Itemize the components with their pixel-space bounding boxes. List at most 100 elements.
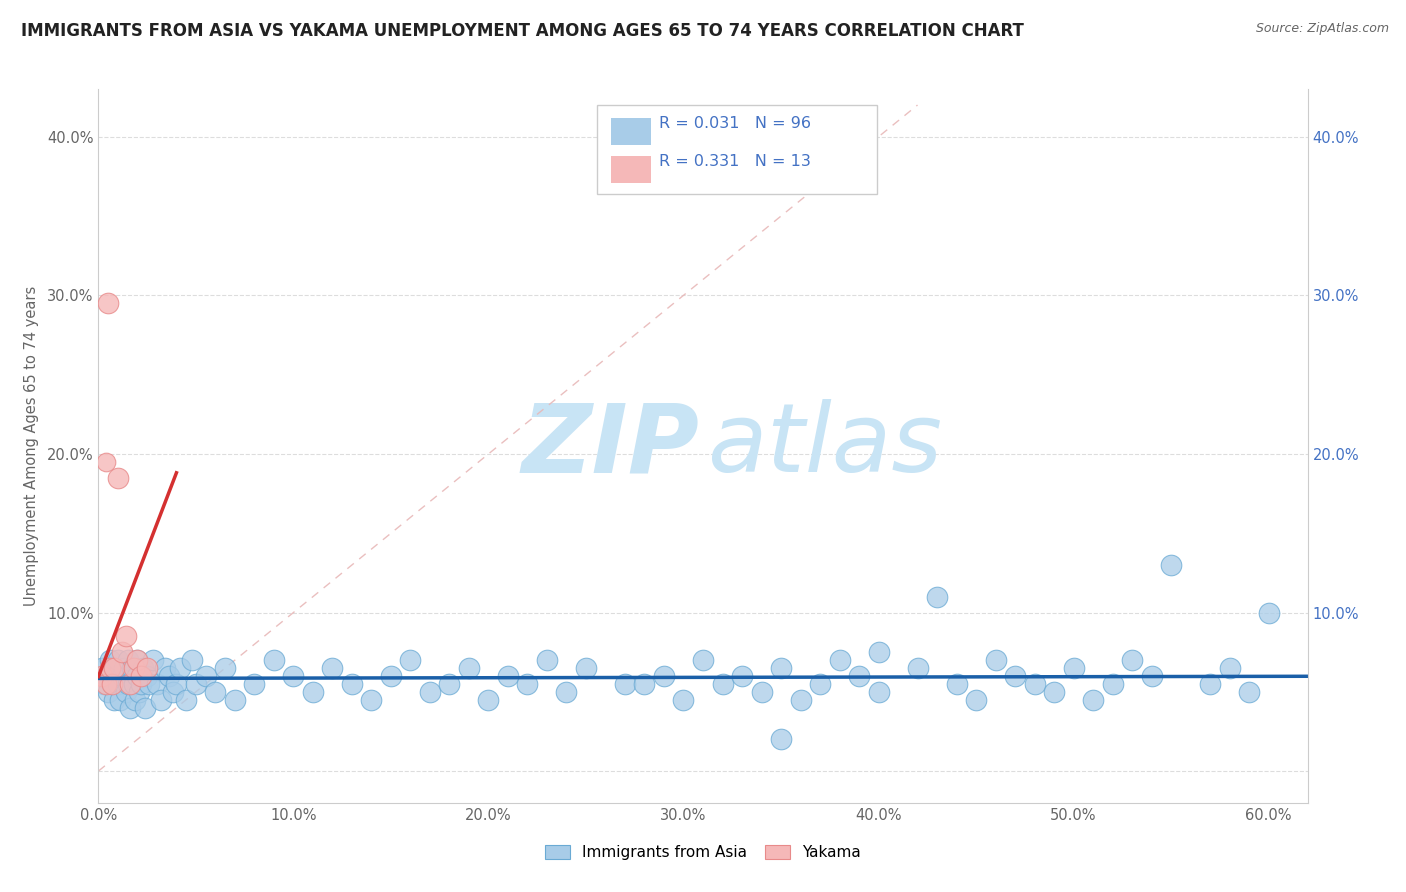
Point bbox=[965, 692, 987, 706]
Point bbox=[131, 669, 153, 683]
Point bbox=[96, 669, 118, 683]
Point bbox=[360, 692, 382, 706]
Point bbox=[1199, 677, 1222, 691]
Point bbox=[731, 669, 754, 683]
Point bbox=[1081, 692, 1104, 706]
Point bbox=[111, 645, 134, 659]
Point bbox=[868, 645, 890, 659]
Point bbox=[122, 677, 145, 691]
Point bbox=[828, 653, 851, 667]
Point bbox=[340, 677, 363, 691]
Point bbox=[127, 653, 149, 667]
Point bbox=[118, 677, 141, 691]
Point bbox=[127, 653, 149, 667]
Point bbox=[194, 669, 217, 683]
Point bbox=[907, 661, 929, 675]
Point bbox=[751, 685, 773, 699]
Point bbox=[103, 692, 125, 706]
Point bbox=[1140, 669, 1163, 683]
Point bbox=[652, 669, 675, 683]
Point bbox=[1219, 661, 1241, 675]
Point bbox=[789, 692, 811, 706]
Point bbox=[134, 700, 156, 714]
Point bbox=[121, 661, 143, 675]
Point bbox=[302, 685, 325, 699]
Point bbox=[458, 661, 481, 675]
Point bbox=[984, 653, 1007, 667]
Point bbox=[118, 700, 141, 714]
Point bbox=[114, 629, 136, 643]
Point bbox=[263, 653, 285, 667]
Point bbox=[711, 677, 734, 691]
Point bbox=[96, 455, 118, 469]
Point bbox=[97, 685, 120, 699]
Point bbox=[127, 669, 149, 683]
Text: R = 0.331   N = 13: R = 0.331 N = 13 bbox=[659, 154, 811, 169]
Point bbox=[136, 669, 159, 683]
Point bbox=[672, 692, 695, 706]
Point bbox=[103, 661, 125, 675]
Point bbox=[925, 590, 948, 604]
Point bbox=[112, 661, 135, 675]
Point bbox=[122, 661, 145, 675]
Point bbox=[1004, 669, 1026, 683]
Point bbox=[107, 677, 129, 691]
Point bbox=[149, 692, 172, 706]
Point bbox=[516, 677, 538, 691]
Point bbox=[91, 661, 114, 675]
Point bbox=[477, 692, 499, 706]
Point bbox=[174, 692, 197, 706]
Point bbox=[93, 677, 115, 691]
Point bbox=[169, 661, 191, 675]
Point bbox=[633, 677, 655, 691]
Text: atlas: atlas bbox=[707, 400, 942, 492]
Point bbox=[419, 685, 441, 699]
Point bbox=[146, 677, 169, 691]
Point bbox=[107, 653, 129, 667]
Point bbox=[536, 653, 558, 667]
Point bbox=[1024, 677, 1046, 691]
Y-axis label: Unemployment Among Ages 65 to 74 years: Unemployment Among Ages 65 to 74 years bbox=[24, 285, 38, 607]
Point bbox=[1101, 677, 1123, 691]
Point bbox=[1063, 661, 1085, 675]
Point bbox=[1257, 606, 1279, 620]
Point bbox=[808, 677, 831, 691]
Text: ZIP: ZIP bbox=[522, 400, 699, 492]
Point bbox=[101, 677, 124, 691]
Point bbox=[153, 661, 176, 675]
Point bbox=[96, 677, 118, 691]
Point bbox=[496, 669, 519, 683]
Point bbox=[128, 685, 150, 699]
Point bbox=[108, 692, 131, 706]
Point bbox=[114, 685, 136, 699]
Point bbox=[98, 661, 121, 675]
Point bbox=[1237, 685, 1260, 699]
Point bbox=[1043, 685, 1066, 699]
Point bbox=[769, 661, 792, 675]
Point bbox=[1121, 653, 1143, 667]
Legend: Immigrants from Asia, Yakama: Immigrants from Asia, Yakama bbox=[538, 839, 868, 866]
Point bbox=[380, 669, 402, 683]
Point bbox=[91, 669, 114, 683]
Point bbox=[103, 661, 125, 675]
Point bbox=[165, 677, 187, 691]
Point bbox=[162, 685, 184, 699]
Point bbox=[138, 677, 160, 691]
Point bbox=[321, 661, 343, 675]
Point bbox=[848, 669, 870, 683]
Point bbox=[439, 677, 461, 691]
Point bbox=[97, 296, 120, 310]
Point bbox=[157, 669, 180, 683]
Point bbox=[692, 653, 714, 667]
Point bbox=[117, 677, 139, 691]
Point bbox=[769, 732, 792, 747]
Point bbox=[399, 653, 422, 667]
Point bbox=[224, 692, 246, 706]
Point bbox=[614, 677, 637, 691]
Point bbox=[214, 661, 236, 675]
Point bbox=[131, 677, 153, 691]
Text: IMMIGRANTS FROM ASIA VS YAKAMA UNEMPLOYMENT AMONG AGES 65 TO 74 YEARS CORRELATIO: IMMIGRANTS FROM ASIA VS YAKAMA UNEMPLOYM… bbox=[21, 22, 1024, 40]
Text: Source: ZipAtlas.com: Source: ZipAtlas.com bbox=[1256, 22, 1389, 36]
Point bbox=[101, 677, 124, 691]
Point bbox=[945, 677, 967, 691]
